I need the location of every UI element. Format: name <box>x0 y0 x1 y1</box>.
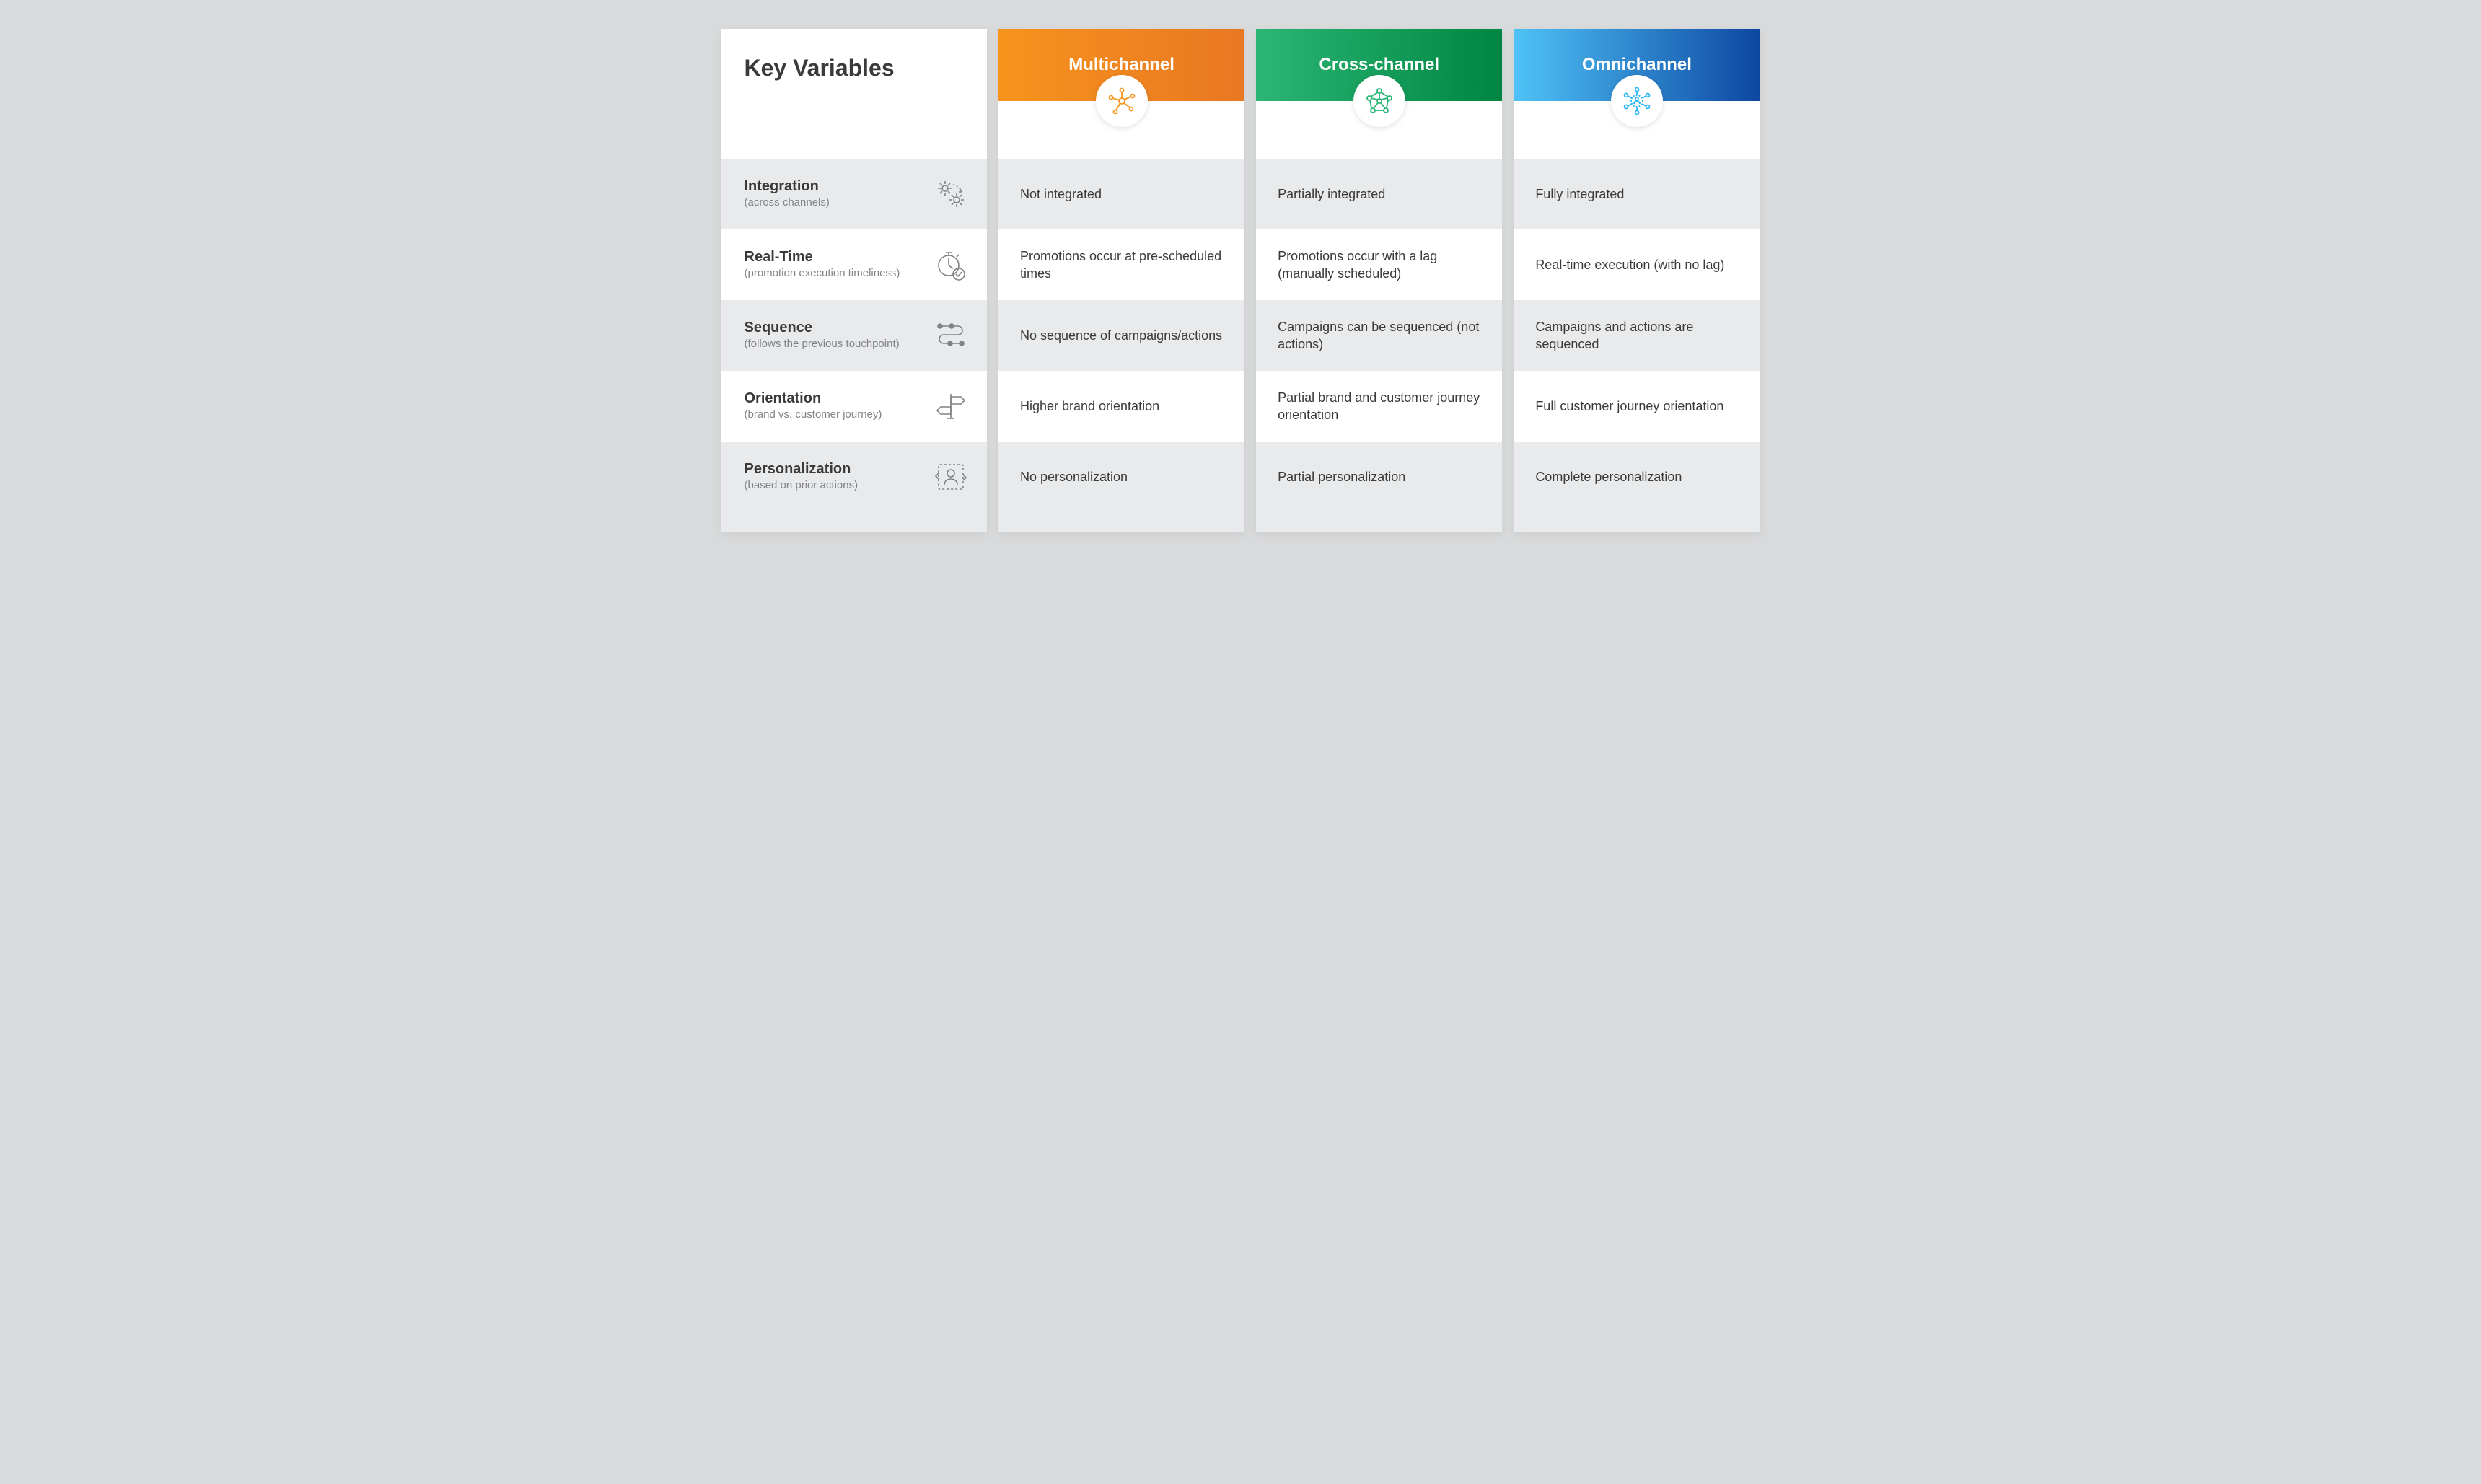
key-variables-title: Key Variables <box>745 55 895 82</box>
cell: Partial personalization <box>1256 442 1502 512</box>
column-header-multichannel: Multichannel <box>998 29 1244 159</box>
column-multichannel: Multichannel Not integrated Promoti <box>998 29 1244 532</box>
row-label-orientation: Orientation (brand vs. customer journey) <box>721 371 987 442</box>
cell: Not integrated <box>998 159 1244 229</box>
cell: Real-time execution (with no lag) <box>1514 229 1760 300</box>
signpost-icon <box>932 387 970 425</box>
cell: Full customer journey orientation <box>1514 371 1760 442</box>
cell: Partially integrated <box>1256 159 1502 229</box>
column-header-omnichannel: Omnichannel <box>1514 29 1760 159</box>
footer-strip <box>998 512 1244 532</box>
hub-icon <box>1096 75 1148 127</box>
cell: Promotions occur at pre-scheduled times <box>998 229 1244 300</box>
footer-strip <box>721 512 987 532</box>
row-subtitle: (across channels) <box>745 196 923 210</box>
comparison-grid: Key Variables Integration (across channe… <box>721 29 1760 532</box>
row-title: Orientation <box>745 390 923 407</box>
stopwatch-icon <box>932 246 970 284</box>
footer-strip <box>1256 512 1502 532</box>
gears-icon <box>932 175 970 213</box>
cell: Complete personalization <box>1514 442 1760 512</box>
row-subtitle: (follows the previous touchpoint) <box>745 338 923 351</box>
user-hub-icon <box>1611 75 1663 127</box>
key-variables-header: Key Variables <box>721 29 987 159</box>
row-label-integration: Integration (across channels) <box>721 159 987 229</box>
row-subtitle: (based on prior actions) <box>745 479 923 493</box>
label-column: Key Variables Integration (across channe… <box>721 29 987 532</box>
cell: Partial brand and customer journey orien… <box>1256 371 1502 442</box>
cell: Campaigns can be sequenced (not actions) <box>1256 300 1502 371</box>
path-icon <box>932 317 970 354</box>
row-subtitle: (promotion execution timeliness) <box>745 267 923 281</box>
cell: No sequence of campaigns/actions <box>998 300 1244 371</box>
user-cycle-icon <box>932 458 970 496</box>
cell: No personalization <box>998 442 1244 512</box>
cell: Campaigns and actions are sequenced <box>1514 300 1760 371</box>
cell: Fully integrated <box>1514 159 1760 229</box>
footer-strip <box>1514 512 1760 532</box>
column-crosschannel: Cross-channel Partially in <box>1256 29 1502 532</box>
row-title: Real-Time <box>745 249 923 265</box>
row-title: Integration <box>745 178 923 195</box>
row-title: Sequence <box>745 320 923 336</box>
row-label-personalization: Personalization (based on prior actions) <box>721 442 987 512</box>
mesh-icon <box>1353 75 1405 127</box>
cell: Higher brand orientation <box>998 371 1244 442</box>
row-label-sequence: Sequence (follows the previous touchpoin… <box>721 300 987 371</box>
column-header-crosschannel: Cross-channel <box>1256 29 1502 159</box>
row-label-realtime: Real-Time (promotion execution timelines… <box>721 229 987 300</box>
row-subtitle: (brand vs. customer journey) <box>745 408 923 422</box>
column-omnichannel: Omnichannel <box>1514 29 1760 532</box>
cell: Promotions occur with a lag (manually sc… <box>1256 229 1502 300</box>
row-title: Personalization <box>745 461 923 478</box>
